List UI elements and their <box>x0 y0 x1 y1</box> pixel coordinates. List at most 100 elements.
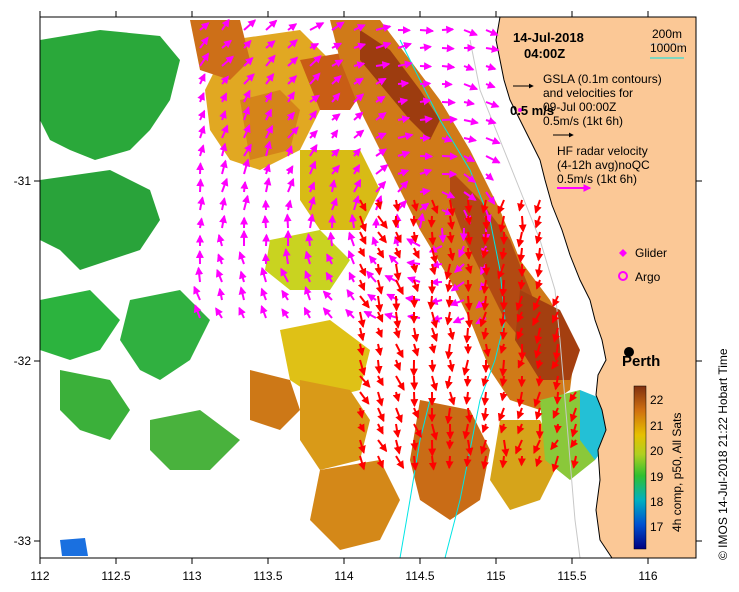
gsla-vector <box>441 98 456 107</box>
radar-vector <box>357 311 366 329</box>
gsla-vector <box>419 202 430 211</box>
gsla-vector <box>331 164 340 175</box>
gsla-vector <box>219 159 228 175</box>
gsla-vector <box>219 197 227 211</box>
radar-vector <box>517 423 525 435</box>
gsla-vector <box>441 62 456 71</box>
gsla-vector <box>419 152 434 161</box>
gsla-vector <box>309 22 325 31</box>
x-tick-label: 114.5 <box>405 569 434 583</box>
radar-vector <box>445 455 454 470</box>
gsla-vector <box>419 79 432 88</box>
radar-vector <box>534 231 543 245</box>
gsla-vector <box>463 117 479 126</box>
gsla-vector <box>485 28 499 36</box>
gsla-vector <box>331 42 343 51</box>
gsla-vector <box>406 276 421 284</box>
gsla-vector <box>217 287 226 301</box>
gsla-vector <box>352 195 361 211</box>
gsla-vector <box>260 266 268 283</box>
gsla-vector <box>309 55 322 67</box>
gsla-vector <box>242 194 250 211</box>
radar-vector <box>359 295 370 309</box>
gsla-scale-label: 0.5 m/s <box>510 103 554 118</box>
radar-vector <box>392 199 401 213</box>
radar-vector <box>410 231 419 244</box>
radar-vector <box>357 247 365 258</box>
gsla-vector <box>485 137 501 145</box>
gsla-vector <box>215 268 224 283</box>
radar-vector <box>463 391 472 405</box>
gsla-vector <box>217 253 225 265</box>
radar-vector <box>532 295 541 312</box>
radar-vector <box>516 391 525 408</box>
gsla-vector <box>219 110 227 121</box>
gsla-vector <box>352 164 361 175</box>
map-date: 14-Jul-2018 <box>513 30 584 45</box>
gsla-vector <box>485 155 501 164</box>
gsla-vector <box>406 259 421 268</box>
bathy-legend-1000m: 1000m <box>650 41 687 55</box>
radar-vector <box>482 215 491 231</box>
gsla-text-line3: 09-Jul 00:00Z <box>543 100 616 114</box>
radar-vector <box>410 391 419 408</box>
radar-vector <box>551 455 560 473</box>
gsla-vector <box>459 227 468 242</box>
gsla-vector <box>397 150 411 159</box>
radar-vector <box>497 199 505 215</box>
radar-vector <box>499 423 508 434</box>
radar-vector <box>516 407 525 420</box>
gsla-vector <box>264 108 273 121</box>
gsla-vector <box>287 23 298 32</box>
radar-vector <box>359 375 371 388</box>
gsla-vector <box>282 247 291 265</box>
gsla-vector <box>287 39 298 49</box>
x-tick-label: 112.5 <box>101 569 130 583</box>
radar-vector <box>427 215 436 228</box>
gsla-vector <box>243 73 255 85</box>
gsla-vector <box>215 307 223 319</box>
gsla-vector <box>243 124 251 139</box>
x-tick-label: 113 <box>182 569 201 583</box>
gsla-vector <box>397 97 409 106</box>
gsla-vector <box>305 232 314 247</box>
x-tick-label: 116 <box>638 569 657 583</box>
gsla-vector <box>397 132 414 141</box>
radar-vector <box>356 343 365 357</box>
colorbar-tick: 17 <box>650 520 664 534</box>
gsla-vector <box>363 310 377 319</box>
radar-vector <box>448 391 456 406</box>
gsla-vector <box>397 115 411 124</box>
radar-vector <box>499 375 508 387</box>
gsla-text-line1: GSLA (0.1m contours) <box>543 72 662 86</box>
argo-label: Argo <box>635 270 661 284</box>
gsla-vector <box>287 75 298 85</box>
x-tick-label: 113.5 <box>253 569 282 583</box>
radar-vector <box>464 231 473 246</box>
radar-vector <box>377 407 385 423</box>
radar-vector <box>375 295 384 313</box>
gsla-vector <box>367 293 377 302</box>
radar-vector <box>428 359 437 373</box>
radar-vector <box>393 359 402 371</box>
gsla-text-line2: and velocities for <box>543 86 633 100</box>
radar-vector <box>497 263 505 280</box>
gsla-vector <box>441 135 453 143</box>
gsla-vector <box>397 42 412 50</box>
gsla-vector <box>419 115 433 124</box>
gsla-vector <box>265 40 276 49</box>
gsla-vector <box>353 42 367 51</box>
x-tick-label: 115.5 <box>557 569 586 583</box>
radar-vector <box>430 199 439 215</box>
gsla-vector <box>353 61 366 69</box>
gsla-vector <box>375 24 392 32</box>
gsla-vector <box>307 213 316 229</box>
gsla-vector <box>285 145 293 157</box>
radar-vector <box>464 215 473 226</box>
glider-marker <box>518 108 522 112</box>
colorbar-tick: 22 <box>650 393 664 407</box>
gsla-vector <box>419 62 433 71</box>
radar-vector <box>428 231 437 246</box>
gsla-vector <box>281 289 290 301</box>
